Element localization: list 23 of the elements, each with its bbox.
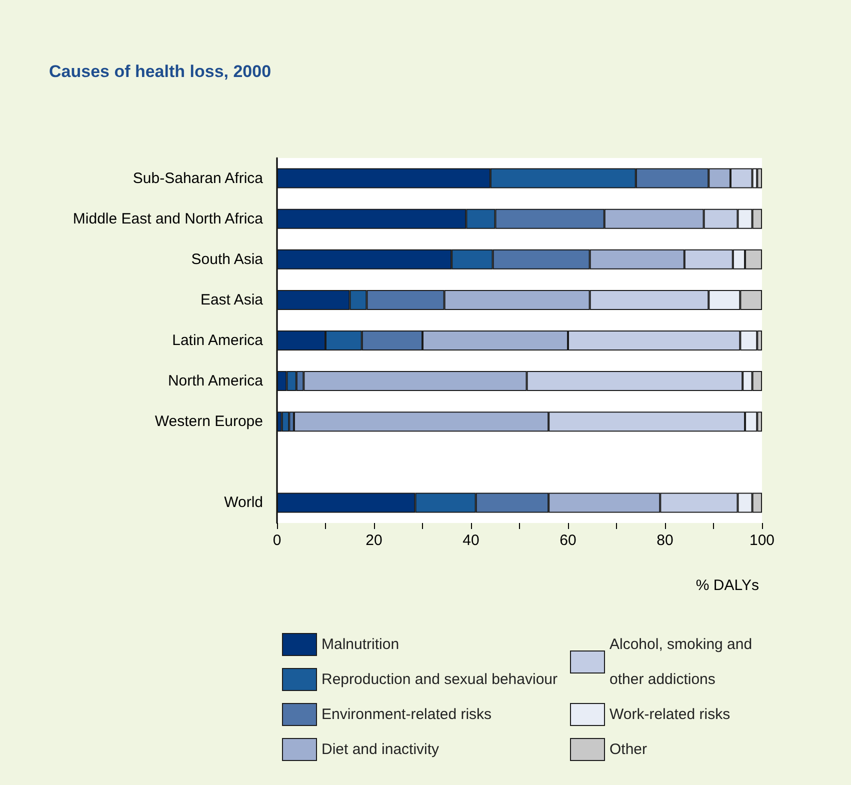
y-tick-label: Western Europe <box>154 413 263 430</box>
legend-label: Work-related risks <box>610 706 730 723</box>
y-tick-label: Sub-Saharan Africa <box>132 170 264 187</box>
x-tick-label: 40 <box>462 532 480 549</box>
legend-label: Other <box>610 741 648 758</box>
chart-title: Causes of health loss, 2000 <box>49 62 272 81</box>
text: Alcohol, smoking and other addictions <box>610 636 752 688</box>
legend-label: Diet and inactivity <box>322 741 440 758</box>
x-tick-label: 0 <box>272 532 282 549</box>
y-tick-label: Latin America <box>172 332 264 349</box>
y-tick-label: South Asia <box>191 250 264 268</box>
x-tick-label: 100 <box>749 532 775 549</box>
legend-label: Reproduction and sexual behaviour <box>322 671 558 688</box>
x-tick-label: 20 <box>366 532 382 549</box>
x-tick-label: 60 <box>560 532 576 549</box>
legend-label: Malnutrition <box>322 636 400 653</box>
x-tick-label: 80 <box>656 532 674 549</box>
y-tick-label: Middle East and North Africa <box>72 210 264 228</box>
x-axis-title: % DALYs <box>696 577 759 594</box>
y-tick-label: East Asia <box>200 291 264 308</box>
y-tick-label: World <box>224 494 263 512</box>
legend-label: Environment-related risks <box>322 706 492 723</box>
y-tick-label: North America <box>168 372 264 390</box>
